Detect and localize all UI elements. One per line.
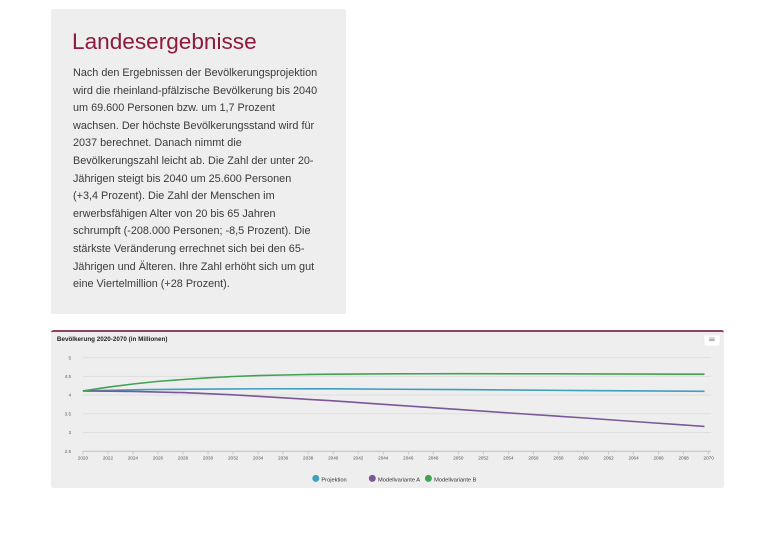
svg-text:2034: 2034 [253, 456, 264, 461]
svg-text:2024: 2024 [128, 456, 139, 461]
svg-text:2038: 2038 [303, 456, 314, 461]
svg-text:2048: 2048 [428, 456, 439, 461]
svg-text:2026: 2026 [153, 456, 164, 461]
svg-text:2042: 2042 [353, 456, 364, 461]
svg-text:2070: 2070 [704, 456, 715, 461]
svg-text:2020: 2020 [78, 456, 89, 461]
svg-text:2040: 2040 [328, 456, 339, 461]
svg-text:4: 4 [68, 393, 71, 398]
svg-text:4.5: 4.5 [65, 374, 72, 379]
svg-text:2028: 2028 [178, 456, 189, 461]
svg-text:2052: 2052 [478, 456, 489, 461]
svg-text:5: 5 [68, 355, 71, 360]
svg-text:2054: 2054 [503, 456, 514, 461]
svg-text:2050: 2050 [453, 456, 464, 461]
svg-text:2036: 2036 [278, 456, 289, 461]
svg-text:2066: 2066 [653, 456, 664, 461]
svg-text:2022: 2022 [103, 456, 114, 461]
svg-text:2064: 2064 [628, 456, 639, 461]
svg-text:2030: 2030 [203, 456, 214, 461]
svg-text:2058: 2058 [553, 456, 564, 461]
svg-text:2060: 2060 [578, 456, 589, 461]
svg-text:2046: 2046 [403, 456, 414, 461]
svg-text:2032: 2032 [228, 456, 239, 461]
svg-text:Modellvariante B: Modellvariante B [434, 477, 477, 483]
svg-text:Projektion: Projektion [321, 477, 346, 483]
svg-text:Bevölkerung 2020-2070 (in Mill: Bevölkerung 2020-2070 (in Millionen) [57, 336, 168, 343]
svg-text:2056: 2056 [528, 456, 539, 461]
svg-text:3: 3 [68, 430, 71, 435]
svg-text:2062: 2062 [603, 456, 614, 461]
svg-text:2068: 2068 [679, 456, 690, 461]
svg-text:Modellvariante A: Modellvariante A [378, 477, 420, 483]
svg-text:2044: 2044 [378, 456, 389, 461]
svg-text:3.5: 3.5 [65, 411, 72, 416]
svg-text:2.5: 2.5 [65, 449, 72, 454]
